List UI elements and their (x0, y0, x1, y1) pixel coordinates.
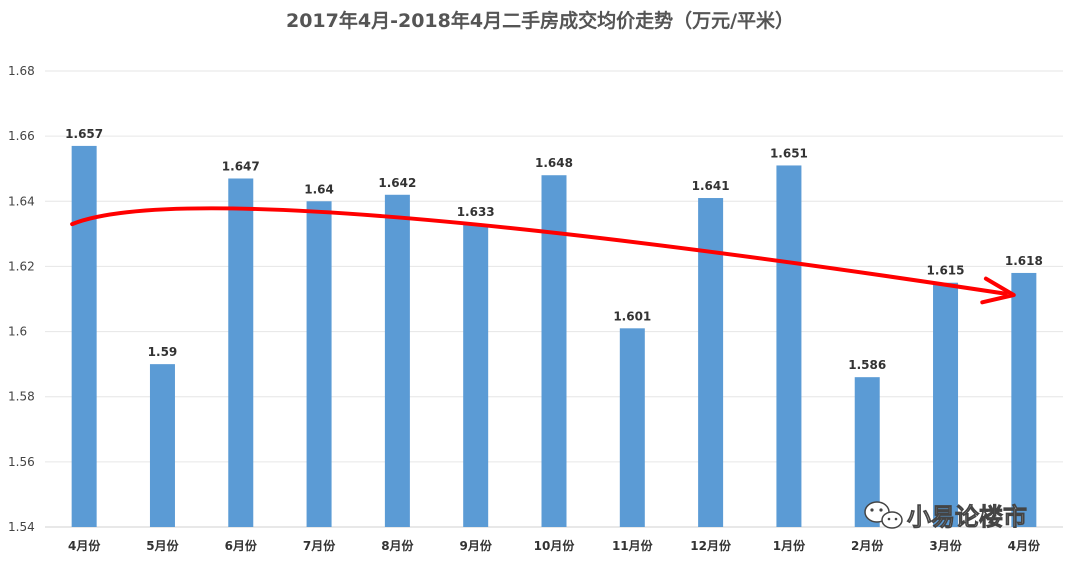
bar (228, 178, 254, 527)
y-tick-label: 1.54 (8, 520, 35, 534)
bar (1011, 272, 1037, 527)
x-tick-label: 11月份 (612, 538, 654, 553)
bar (71, 145, 97, 527)
data-label: 1.618 (1005, 254, 1043, 268)
x-axis-ticks: 4月份 5月份 6月份 7月份 8月份 9月份 10月份 11月份 12月份 1月份 2月份 3月份 4… (68, 538, 1041, 553)
x-tick-label: 5月份 (146, 538, 179, 553)
bar (933, 282, 959, 527)
data-label: 1.647 (222, 159, 260, 173)
data-label: 1.601 (613, 309, 651, 323)
bar (776, 165, 802, 527)
x-tick-label: 9月份 (460, 538, 493, 553)
bars (71, 145, 1037, 528)
y-tick-label: 1.68 (8, 64, 35, 78)
y-tick-label: 1.62 (8, 259, 35, 273)
data-label: 1.642 (378, 176, 416, 190)
data-label: 1.59 (148, 345, 178, 359)
watermark: 小易论楼市 (864, 501, 1027, 531)
data-label: 1.648 (535, 156, 573, 170)
x-tick-label: 8月份 (381, 538, 414, 553)
data-label: 1.633 (457, 205, 495, 219)
y-tick-label: 1.6 (8, 325, 27, 339)
data-label: 1.657 (65, 127, 103, 141)
bar (541, 175, 567, 527)
bar (463, 224, 489, 528)
trend-arrow-head (980, 276, 1016, 305)
trend-arrow (70, 206, 1016, 305)
data-labels: 1.657 1.59 1.647 1.64 1.642 1.633 1.648 1.601 1.… (65, 127, 1043, 372)
x-tick-label: 7月份 (303, 538, 336, 553)
bar (149, 364, 175, 527)
data-label: 1.651 (770, 146, 808, 160)
trend-arrow-line (70, 206, 1008, 296)
x-tick-label: 1月份 (773, 538, 806, 553)
x-tick-label: 10月份 (534, 538, 576, 553)
bar (306, 201, 332, 528)
x-tick-label: 6月份 (225, 538, 258, 553)
x-tick-label: 3月份 (929, 538, 962, 553)
x-tick-label: 2月份 (851, 538, 884, 553)
bar (619, 328, 645, 527)
data-label: 1.641 (692, 179, 730, 193)
data-label: 1.64 (304, 182, 334, 196)
wechat-icon (864, 501, 903, 529)
data-label: 1.586 (848, 358, 886, 372)
y-tick-label: 1.58 (8, 390, 35, 404)
bar (384, 194, 410, 527)
x-tick-label: 4月份 (1008, 538, 1041, 553)
y-tick-label: 1.66 (8, 129, 35, 143)
x-tick-label: 12月份 (690, 538, 732, 553)
x-tick-label: 4月份 (68, 538, 101, 553)
bar (698, 198, 724, 527)
watermark-text: 小易论楼市 (907, 503, 1027, 531)
chart-title: 2017年4月-2018年4月二手房成交均价走势（万元/平米） (286, 9, 794, 32)
y-axis-ticks: 1.54 1.56 1.58 1.6 1.62 1.64 1.66 1.68 (8, 64, 35, 534)
data-label: 1.615 (927, 264, 965, 278)
y-tick-label: 1.56 (8, 455, 35, 469)
y-tick-label: 1.64 (8, 194, 35, 208)
